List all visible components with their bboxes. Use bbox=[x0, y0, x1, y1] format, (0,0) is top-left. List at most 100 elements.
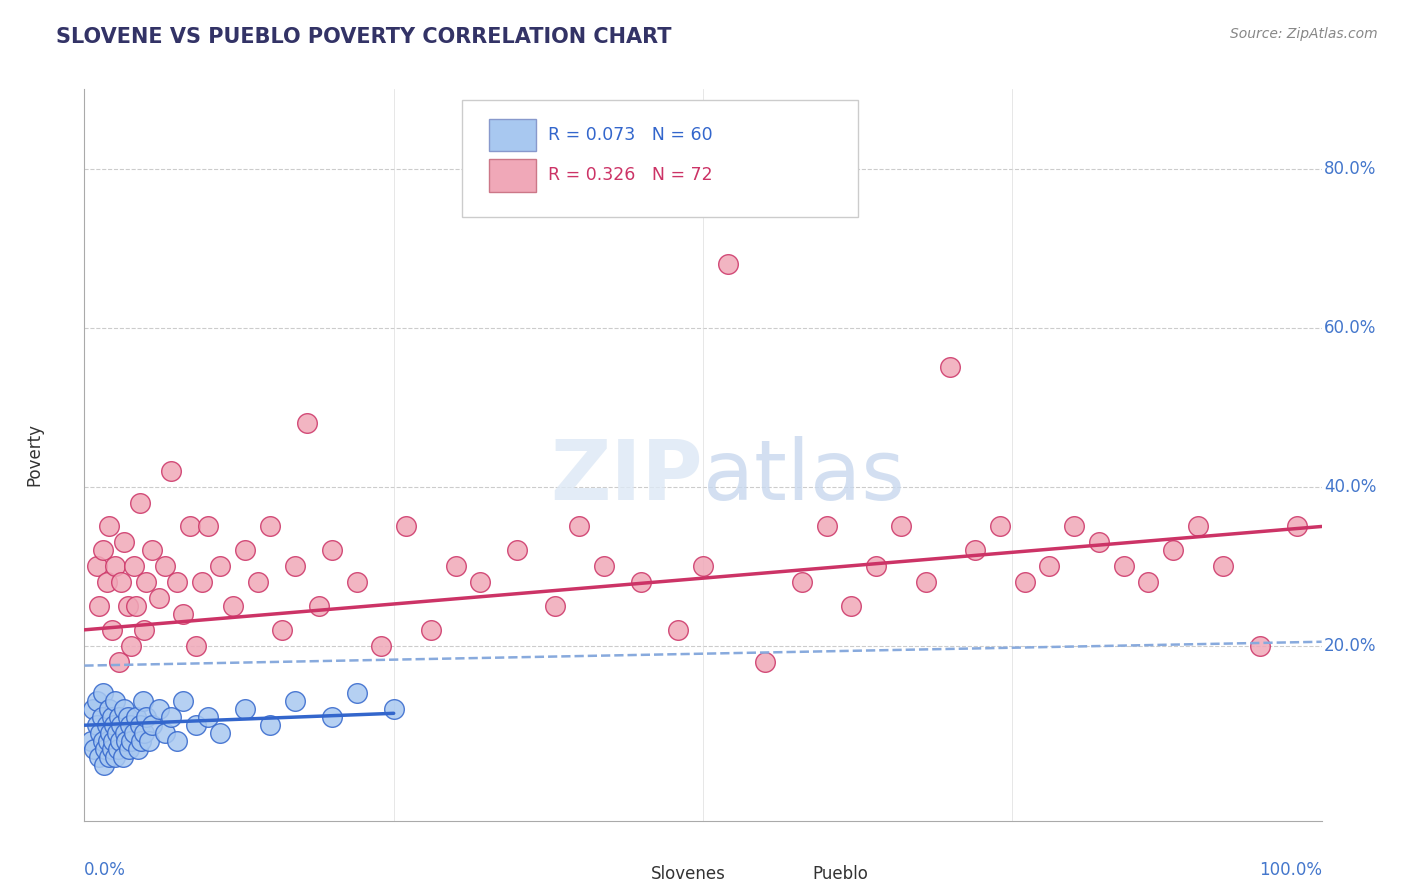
Point bbox=[346, 575, 368, 590]
Point bbox=[630, 575, 652, 590]
Point bbox=[122, 559, 145, 574]
Point bbox=[233, 543, 256, 558]
Point bbox=[419, 623, 441, 637]
Point bbox=[112, 535, 135, 549]
Point bbox=[717, 257, 740, 271]
Point bbox=[148, 702, 170, 716]
Text: R = 0.326   N = 72: R = 0.326 N = 72 bbox=[548, 166, 713, 184]
Point bbox=[197, 710, 219, 724]
Text: Source: ZipAtlas.com: Source: ZipAtlas.com bbox=[1230, 27, 1378, 41]
Point bbox=[179, 519, 201, 533]
Point bbox=[129, 718, 152, 732]
Point bbox=[1137, 575, 1160, 590]
Point bbox=[754, 655, 776, 669]
Point bbox=[209, 726, 232, 740]
Point bbox=[153, 559, 176, 574]
Point bbox=[939, 360, 962, 375]
Point bbox=[112, 702, 135, 716]
Point bbox=[132, 726, 155, 740]
Point bbox=[138, 734, 160, 748]
Point bbox=[395, 519, 418, 533]
Point bbox=[131, 694, 153, 708]
Point bbox=[370, 639, 392, 653]
Point bbox=[166, 734, 188, 748]
Text: 20.0%: 20.0% bbox=[1324, 637, 1376, 655]
Point bbox=[89, 726, 111, 740]
Point bbox=[382, 702, 405, 716]
Point bbox=[259, 519, 281, 533]
Point bbox=[90, 710, 112, 724]
Point bbox=[209, 559, 232, 574]
Point bbox=[114, 726, 136, 740]
Point bbox=[110, 718, 132, 732]
FancyBboxPatch shape bbox=[489, 160, 536, 192]
Point bbox=[132, 623, 155, 637]
Point bbox=[120, 734, 142, 748]
Point bbox=[115, 734, 138, 748]
Point bbox=[97, 734, 120, 748]
Point bbox=[1285, 519, 1308, 533]
Point bbox=[100, 742, 122, 756]
Point bbox=[94, 742, 117, 756]
Point bbox=[988, 519, 1011, 533]
Text: atlas: atlas bbox=[703, 436, 904, 517]
Point bbox=[100, 710, 122, 724]
Point bbox=[79, 734, 101, 748]
Point bbox=[184, 639, 207, 653]
Point bbox=[166, 575, 188, 590]
Text: ZIP: ZIP bbox=[551, 436, 703, 517]
Point bbox=[105, 726, 128, 740]
Point bbox=[100, 623, 122, 637]
Point bbox=[1249, 639, 1271, 653]
Text: Poverty: Poverty bbox=[25, 424, 44, 486]
Text: 100.0%: 100.0% bbox=[1258, 861, 1322, 879]
Point bbox=[108, 710, 131, 724]
Point bbox=[117, 710, 139, 724]
Text: Pueblo: Pueblo bbox=[811, 865, 868, 883]
Point bbox=[1063, 519, 1085, 533]
Text: 80.0%: 80.0% bbox=[1324, 160, 1376, 178]
FancyBboxPatch shape bbox=[461, 100, 858, 218]
Point bbox=[295, 416, 318, 430]
Point bbox=[506, 543, 529, 558]
Point bbox=[233, 702, 256, 716]
Point bbox=[841, 599, 863, 613]
Point bbox=[271, 623, 294, 637]
Point bbox=[172, 694, 194, 708]
Point bbox=[125, 599, 148, 613]
Point bbox=[1187, 519, 1209, 533]
Point bbox=[104, 750, 127, 764]
Point bbox=[101, 734, 124, 748]
Point bbox=[120, 718, 142, 732]
Point bbox=[129, 495, 152, 509]
Point bbox=[1088, 535, 1111, 549]
Point bbox=[284, 559, 307, 574]
Point bbox=[98, 702, 121, 716]
Point bbox=[86, 718, 108, 732]
Point bbox=[107, 742, 129, 756]
FancyBboxPatch shape bbox=[765, 863, 801, 884]
Point bbox=[104, 694, 127, 708]
Point bbox=[96, 718, 118, 732]
Point bbox=[865, 559, 887, 574]
Point bbox=[96, 575, 118, 590]
Point bbox=[197, 519, 219, 533]
Point bbox=[1038, 559, 1060, 574]
Point bbox=[259, 718, 281, 732]
Point bbox=[93, 758, 115, 772]
Point bbox=[191, 575, 214, 590]
Point bbox=[127, 742, 149, 756]
Point bbox=[82, 702, 104, 716]
Point bbox=[135, 710, 157, 724]
Point bbox=[444, 559, 467, 574]
Point bbox=[141, 543, 163, 558]
FancyBboxPatch shape bbox=[605, 863, 641, 884]
Point bbox=[1161, 543, 1184, 558]
FancyBboxPatch shape bbox=[489, 120, 536, 152]
Point bbox=[222, 599, 245, 613]
Point bbox=[184, 718, 207, 732]
Point bbox=[86, 559, 108, 574]
Point bbox=[91, 686, 114, 700]
Point bbox=[965, 543, 987, 558]
Point bbox=[1112, 559, 1135, 574]
